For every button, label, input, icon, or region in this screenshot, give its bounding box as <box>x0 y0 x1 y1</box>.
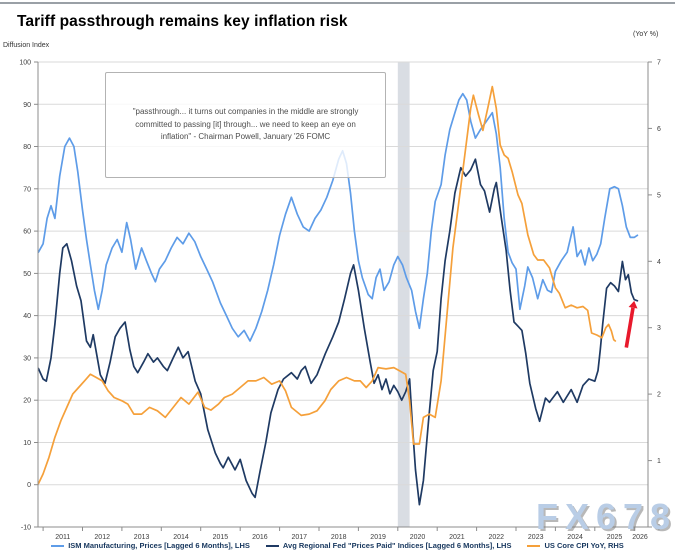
svg-text:60: 60 <box>23 229 31 236</box>
svg-text:1: 1 <box>657 458 661 465</box>
svg-text:2026: 2026 <box>632 534 648 541</box>
svg-text:0: 0 <box>657 525 661 532</box>
series-line-0 <box>37 92 639 342</box>
svg-text:2023: 2023 <box>528 534 544 541</box>
svg-text:20: 20 <box>23 398 31 405</box>
svg-text:70: 70 <box>23 186 31 193</box>
svg-text:2022: 2022 <box>489 534 505 541</box>
svg-text:5: 5 <box>657 192 661 199</box>
series-line-1 <box>37 158 639 506</box>
legend-label: Avg Regional Fed "Prices Paid" Indices [… <box>282 541 512 550</box>
svg-text:2024: 2024 <box>567 534 583 541</box>
watermark: FX678 <box>536 496 675 537</box>
svg-text:50: 50 <box>23 271 31 278</box>
svg-text:10: 10 <box>23 440 31 447</box>
svg-text:2014: 2014 <box>173 534 189 541</box>
svg-text:2016: 2016 <box>252 534 268 541</box>
recession-band <box>397 62 410 527</box>
legend-item-0: ISM Manufacturing, Prices [Lagged 6 Mont… <box>51 541 250 550</box>
legend-label: ISM Manufacturing, Prices [Lagged 6 Mont… <box>68 541 250 550</box>
svg-text:2013: 2013 <box>134 534 150 541</box>
svg-text:3: 3 <box>657 325 661 332</box>
svg-text:4: 4 <box>657 259 661 266</box>
legend-label: US Core CPI YoY, RHS <box>544 541 624 550</box>
svg-text:40: 40 <box>23 313 31 320</box>
legend-item-1: Avg Regional Fed "Prices Paid" Indices [… <box>265 541 512 550</box>
svg-text:2015: 2015 <box>213 534 229 541</box>
quote-annotation-box: "passthrough... it turns out companies i… <box>105 72 386 178</box>
svg-text:80: 80 <box>23 144 31 151</box>
series-line-2 <box>37 85 617 485</box>
highlight-arrow-icon <box>624 300 638 348</box>
top-border-line <box>0 2 675 4</box>
svg-text:-10: -10 <box>21 525 31 532</box>
legend: ISM Manufacturing, Prices [Lagged 6 Mont… <box>0 541 675 550</box>
axes <box>34 61 652 531</box>
svg-text:90: 90 <box>23 102 31 109</box>
svg-text:2025: 2025 <box>607 534 623 541</box>
svg-text:2: 2 <box>657 392 661 399</box>
legend-swatch-icon <box>527 544 541 547</box>
svg-text:2019: 2019 <box>370 534 386 541</box>
page-title: Tariff passthrough remains key inflation… <box>17 13 348 30</box>
quote-text: "passthrough... it turns out companies i… <box>132 107 359 142</box>
svg-text:0: 0 <box>27 482 31 489</box>
right-axis-title: (YoY %) <box>633 31 659 38</box>
svg-text:2020: 2020 <box>410 534 426 541</box>
svg-text:2021: 2021 <box>449 534 465 541</box>
svg-text:2011: 2011 <box>55 534 70 541</box>
svg-text:30: 30 <box>23 355 31 362</box>
legend-swatch-icon <box>51 544 65 547</box>
svg-text:2018: 2018 <box>331 534 347 541</box>
svg-text:100: 100 <box>19 60 31 67</box>
svg-text:6: 6 <box>657 126 661 133</box>
svg-text:2012: 2012 <box>94 534 110 541</box>
svg-text:7: 7 <box>657 60 661 67</box>
legend-item-2: US Core CPI YoY, RHS <box>527 541 624 550</box>
svg-text:2017: 2017 <box>292 534 308 541</box>
legend-swatch-icon <box>265 544 279 547</box>
left-axis-title: Diffusion Index <box>3 42 50 49</box>
